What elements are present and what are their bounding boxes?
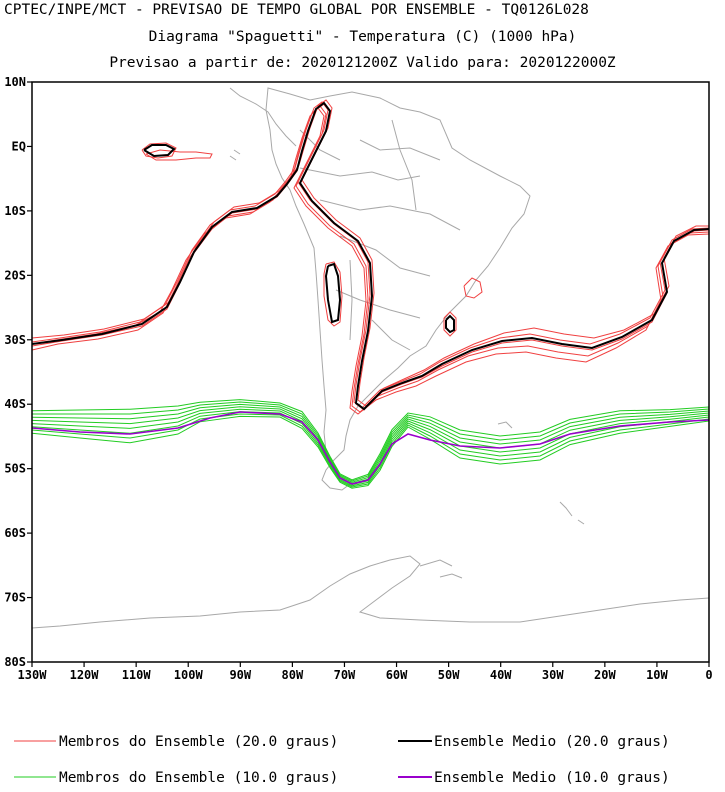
ensemble-mean-10-contour	[32, 411, 709, 485]
lon-tick-label: 90W	[229, 668, 251, 682]
coastline-south-america	[265, 87, 531, 491]
lat-tick-label: 70S	[4, 591, 26, 605]
legend-label: Membros do Ensemble (20.0 graus)	[59, 734, 338, 750]
lon-tick-label: 70W	[334, 668, 356, 682]
ensemble-member-10-contour	[32, 411, 709, 487]
lon-tick-label: 120W	[70, 668, 100, 682]
coastline-antarctic-peninsula	[32, 555, 709, 629]
lon-tick-label: 0	[705, 668, 712, 682]
lat-tick-label: 30S	[4, 333, 26, 347]
lat-tick-label: 10S	[4, 204, 26, 218]
ensemble-member-20-contour	[32, 105, 709, 413]
legend-label: Membros do Ensemble (10.0 graus)	[59, 770, 338, 786]
header-title-line3: Previsao a partir de: 2020121200Z Valido…	[109, 55, 616, 71]
ensemble-member-10-contour	[32, 401, 709, 482]
coastline-central-america	[229, 87, 297, 147]
lat-tick-label: 10N	[4, 75, 26, 89]
lon-tick-label: 60W	[386, 668, 408, 682]
contour-layer	[32, 99, 709, 489]
lat-tick-label: 40S	[4, 397, 26, 411]
lat-tick-label: 20S	[4, 268, 26, 282]
ensemble-mean-20-contour	[143, 144, 176, 158]
ensemble-member-20-contour	[463, 277, 483, 299]
ensemble-member-10-contour	[32, 413, 709, 488]
legend: Membros do Ensemble (20.0 graus) Ensemble…	[14, 734, 670, 786]
lat-tick-label: 80S	[4, 655, 26, 669]
lon-tick-label: 10W	[646, 668, 668, 682]
lat-tick-label: 60S	[4, 526, 26, 540]
country-borders	[299, 119, 461, 351]
ensemble-mean-20-contour	[32, 101, 709, 411]
lon-tick-label: 40W	[490, 668, 512, 682]
lon-tick-label: 50W	[438, 668, 460, 682]
lon-tick-label: 30W	[542, 668, 564, 682]
base-map	[32, 87, 709, 629]
lon-tick-label: 100W	[174, 668, 204, 682]
header-title-line1: CPTEC/INPE/MCT - PREVISAO DE TEMPO GLOBA…	[4, 2, 589, 18]
ensemble-member-20-contour	[32, 107, 709, 415]
header-title-line2: Diagrama "Spaguetti" - Temperatura (C) (…	[148, 29, 577, 45]
latitude-axis: 10N EQ 10S 20S 30S 40S 50S 60S 70S 80S	[4, 75, 32, 669]
ensemble-member-10-contour	[32, 403, 709, 483]
ensemble-member-10-contour	[32, 399, 709, 481]
longitude-axis: 130W 120W 110W 100W 90W 80W 70W 60W 50W 40W 30W 20W…	[18, 662, 713, 682]
lon-tick-label: 110W	[122, 668, 152, 682]
ensemble-mean-20-contour	[445, 314, 455, 334]
ensemble-member-20-contour	[145, 149, 213, 161]
ensemble-member-20-contour	[141, 142, 177, 159]
lon-tick-label: 20W	[594, 668, 616, 682]
lat-tick-label: EQ	[12, 139, 26, 153]
ensemble-mean-20-contour	[324, 262, 342, 324]
ensemble-member-20-contour	[32, 99, 709, 407]
ensemble-member-20-contour	[443, 311, 457, 337]
legend-label: Ensemble Medio (10.0 graus)	[434, 770, 670, 786]
ensemble-member-20-contour	[323, 261, 343, 327]
coastline-islands	[229, 149, 585, 579]
ensemble-member-20-contour	[32, 101, 709, 409]
lon-tick-label: 80W	[282, 668, 304, 682]
legend-label: Ensemble Medio (20.0 graus)	[434, 734, 670, 750]
lon-tick-label: 130W	[18, 668, 48, 682]
ensemble-member-10-contour	[32, 415, 709, 489]
lat-tick-label: 50S	[4, 462, 26, 476]
map-frame	[31, 81, 710, 663]
